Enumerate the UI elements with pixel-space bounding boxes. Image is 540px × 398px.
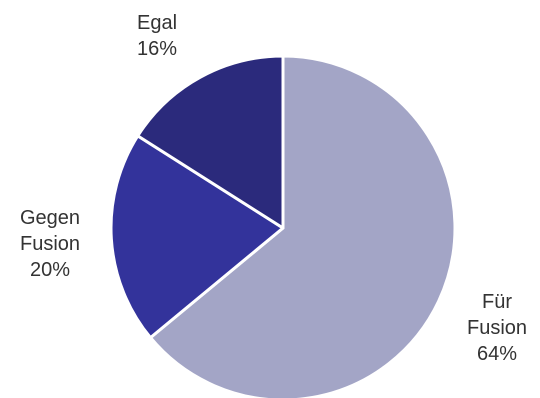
slice-percent-gegen-fusion: 20% bbox=[30, 259, 70, 281]
slice-name-f-r-fusion: Fusion bbox=[467, 317, 527, 339]
slice-name-gegen-fusion: Fusion bbox=[20, 233, 80, 255]
slice-label-gegen-fusion: Gegen Fusion 20% bbox=[20, 207, 80, 281]
slice-label-f-r-fusion: Für Fusion 64% bbox=[467, 291, 527, 365]
slice-name-gegen-fusion: Gegen bbox=[20, 207, 80, 229]
pie-slice-gegen-fusion bbox=[109, 134, 285, 340]
pie-labels: Für Fusion 64% Gegen Fusion 20% Egal 16% bbox=[20, 12, 527, 365]
pie-slices bbox=[109, 54, 457, 398]
slice-label-egal: Egal 16% bbox=[137, 12, 177, 60]
slice-name-egal: Egal bbox=[137, 12, 177, 34]
slice-name-f-r-fusion: Für bbox=[482, 291, 512, 313]
pie-slice-f-r-fusion bbox=[148, 54, 457, 398]
pie-slice-egal bbox=[136, 54, 285, 230]
slice-percent-egal: 16% bbox=[137, 38, 177, 60]
slice-percent-f-r-fusion: 64% bbox=[477, 343, 517, 365]
